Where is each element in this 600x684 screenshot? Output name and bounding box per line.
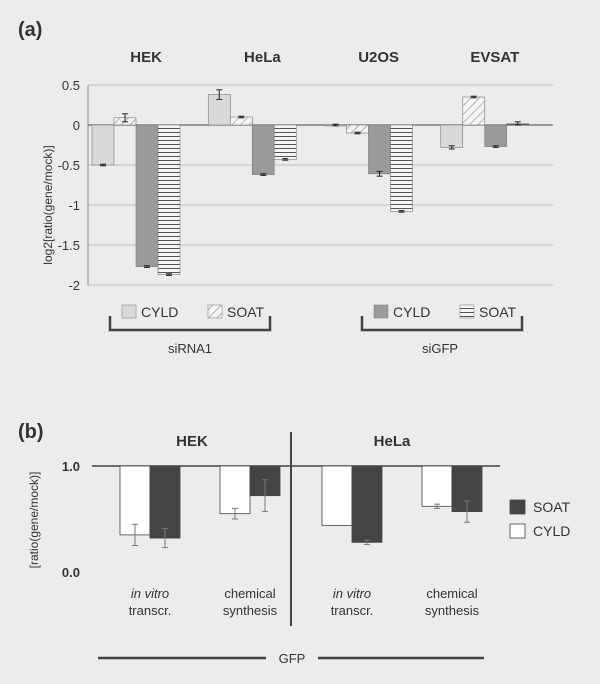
legend-swatch	[509, 523, 526, 539]
panel-title: HeLa	[374, 433, 411, 450]
bar	[91, 124, 115, 166]
bar	[484, 124, 508, 147]
group-label-line1: in vitro	[333, 586, 371, 601]
category-label: HeLa	[244, 49, 281, 66]
panel-a-ylabel: log2[ratio(gene/mock)]	[41, 145, 55, 264]
category-label: EVSAT	[470, 49, 519, 66]
bar	[351, 465, 383, 543]
legend-swatch	[509, 499, 526, 515]
bar	[135, 124, 159, 267]
y-tick-label: -2	[68, 278, 80, 293]
category-label: U2OS	[358, 49, 399, 66]
bar	[149, 465, 181, 539]
legend-label: CYLD	[533, 523, 570, 539]
legend-label: SOAT	[479, 304, 517, 320]
y-tick-label: 0	[73, 118, 80, 133]
panel-b-label: (b)	[18, 421, 44, 443]
legend-swatch	[373, 304, 389, 319]
legend-label: SOAT	[227, 304, 265, 320]
panel-a-legend: CYLD SOAT siRNA1 CYLD SOAT siGFP	[108, 304, 524, 356]
bar	[462, 96, 486, 126]
y-tick-label: 0.5	[62, 78, 80, 93]
legend-group-label: siGFP	[422, 341, 458, 356]
y-tick-label: -1.5	[58, 238, 80, 253]
group-label-line1: chemical	[426, 586, 477, 601]
bar	[119, 465, 151, 536]
group-label-line2: transcr.	[129, 603, 172, 618]
group-label-line2: synthesis	[223, 603, 278, 618]
bar	[273, 124, 297, 160]
panel-b-y-ticks: 1.0 0.0	[62, 459, 80, 580]
group-label-line2: transcr.	[331, 603, 374, 618]
y-tick-label: -0.5	[58, 158, 80, 173]
bar	[157, 124, 181, 275]
panel-b-footer: GFP	[98, 651, 484, 666]
bar	[219, 465, 251, 515]
legend-swatch	[459, 304, 475, 319]
y-tick-label: 0.0	[62, 565, 80, 580]
panel-title: HEK	[176, 433, 208, 450]
panel-a-label: (a)	[18, 19, 42, 41]
footer-label: GFP	[279, 651, 306, 666]
group-label-line1: in vitro	[131, 586, 169, 601]
category-label: HEK	[130, 49, 162, 66]
legend-swatch	[207, 304, 223, 319]
legend-label: CYLD	[141, 304, 178, 320]
bar	[421, 465, 453, 507]
legend-group-label: siRNA1	[168, 341, 212, 356]
group-label-line2: synthesis	[425, 603, 480, 618]
legend-bracket	[108, 316, 272, 332]
panel-b-bars: HEK in vitro transcr. chemical synthesis HeLa…	[92, 432, 500, 626]
panel-a-bars	[91, 89, 530, 276]
y-tick-label: -1	[68, 198, 80, 213]
group-label-line1: chemical	[224, 586, 275, 601]
y-tick-label: 1.0	[62, 459, 80, 474]
bar	[321, 465, 353, 526]
panel-a-category-labels: HEK HeLa U2OS EVSAT	[130, 49, 519, 66]
legend-label: CYLD	[393, 304, 430, 320]
legend-swatch	[121, 304, 137, 319]
bar	[251, 124, 275, 175]
bar	[440, 124, 464, 148]
legend-label: SOAT	[533, 499, 571, 515]
bar	[368, 124, 391, 175]
panel-a-y-ticks: 0.5 0 -0.5 -1 -1.5 -2	[58, 78, 80, 293]
panel-b-legend: SOAT CYLD	[509, 499, 571, 539]
legend-bracket	[360, 316, 524, 332]
bar	[390, 124, 413, 212]
panel-b-ylabel: [ratio(gene/mock)]	[27, 472, 41, 569]
